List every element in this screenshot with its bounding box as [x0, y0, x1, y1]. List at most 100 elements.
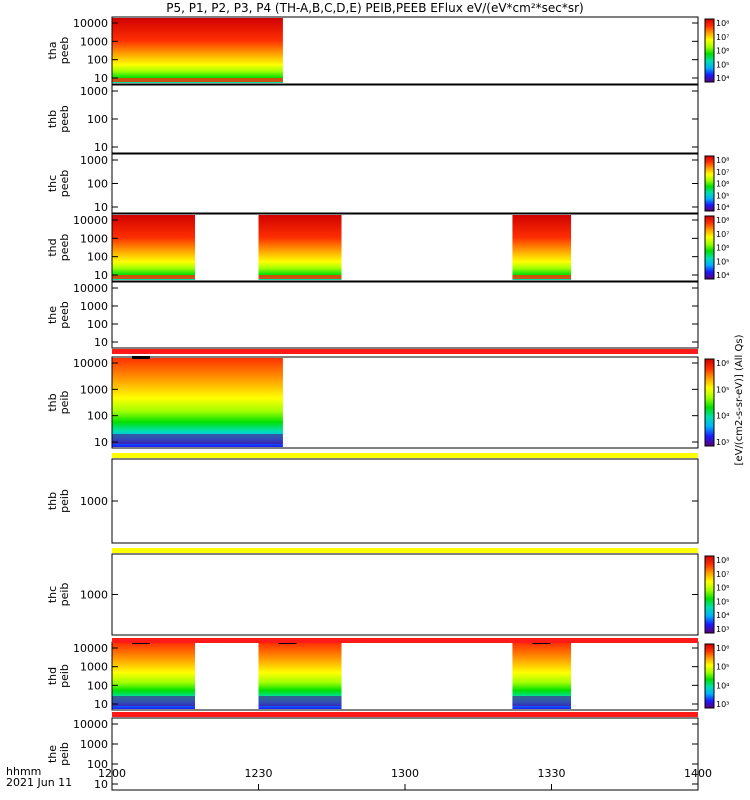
- data-block: [512, 215, 572, 280]
- panel-frame: [111, 356, 699, 449]
- x-tick-label: 1300: [391, 767, 419, 780]
- y-tick-label: 1000: [80, 661, 108, 674]
- data-block-band: [258, 275, 342, 279]
- colorbar-tick-label: 10⁷: [716, 230, 729, 239]
- panel-thb-peeb: 10 100 1000 thb peeb: [46, 84, 699, 154]
- y-tick-label: 1000: [80, 383, 108, 396]
- colorbar-tick-label: 10⁷: [716, 33, 729, 42]
- colorbar-tick-label: 10⁸: [716, 19, 729, 28]
- y-tick-label: 100: [87, 679, 108, 692]
- y-tick-label: 100: [87, 113, 108, 126]
- time-axis-label: hhmm: [6, 765, 42, 778]
- panel-frame: [111, 553, 699, 636]
- colorbar: [704, 643, 715, 709]
- panel-frame: [111, 458, 699, 544]
- y-tick-label: 10000: [73, 642, 108, 655]
- y-axis-label: thc peib: [46, 583, 71, 607]
- y-tick-label: 1000: [80, 35, 108, 48]
- svg-text:thc: thc: [46, 175, 59, 192]
- colorbar-tick-label: 10⁵: [716, 257, 729, 266]
- data-block-band: [112, 434, 283, 444]
- panel-frame: [111, 84, 699, 154]
- y-tick-label: 10000: [73, 17, 108, 30]
- y-tick-label: 10: [94, 778, 108, 791]
- y-tick-label: 10: [94, 336, 108, 349]
- y-tick-label: 1000: [80, 589, 108, 602]
- data-block: [112, 215, 196, 280]
- colorbar: [704, 358, 715, 447]
- colorbar: [704, 555, 715, 634]
- colorbar-tick-label: 10⁵: [716, 597, 729, 606]
- y-tick-label: 10: [94, 72, 108, 85]
- y-tick-label: 10000: [73, 357, 108, 370]
- colorbar-tick-label: 10⁶: [716, 584, 729, 593]
- svg-text:[eV/(cm2-s-sr-eV)] (All Qs): [eV/(cm2-s-sr-eV)] (All Qs): [734, 334, 745, 465]
- chart-title: P5, P1, P2, P3, P4 (TH-A,B,C,D,E) PEIB,P…: [166, 1, 584, 15]
- y-axis-label: tha peeb: [46, 37, 71, 65]
- colorbar-tick-label: 10⁴: [716, 611, 729, 620]
- gap-bar: [112, 638, 698, 643]
- y-tick-label: 100: [87, 251, 108, 264]
- svg-text:peeb: peeb: [58, 234, 71, 262]
- colorbar-tick-label: 10⁵: [716, 385, 729, 394]
- y-tick-label: 100: [87, 318, 108, 331]
- colorbar-tick-label: 10⁶: [716, 359, 729, 368]
- colorbar-tick-label: 10⁸: [716, 216, 729, 225]
- y-tick-label: 10: [94, 141, 108, 154]
- panel-thb-peib: 10 100 1000 10000 thb peib 10⁶ 10⁵ 10⁴ 10³: [46, 356, 729, 449]
- y-tick-label: 10: [94, 201, 108, 214]
- svg-text:thb: thb: [46, 492, 59, 510]
- colorbar: [704, 215, 715, 280]
- svg-text:thc: thc: [46, 586, 59, 603]
- y-tick-label: 10000: [73, 214, 108, 227]
- y-axis-label: thb peib: [46, 489, 71, 513]
- colorbar-tick-label: 10⁶: [716, 244, 729, 253]
- y-tick-label: 1000: [80, 738, 108, 751]
- colorbar-tick-label: 10⁴: [716, 203, 729, 212]
- panel-frame: [111, 641, 699, 711]
- y-tick-label: 1000: [80, 154, 108, 167]
- date-label: 2021 Jun 11: [6, 776, 73, 789]
- y-tick-label: 1000: [80, 85, 108, 98]
- data-block-band: [258, 696, 342, 706]
- y-axis-label: thd peib: [46, 664, 71, 688]
- y-tick-label: 100: [87, 178, 108, 191]
- svg-text:thb: thb: [46, 393, 59, 411]
- colorbar-tick-label: 10⁵: [716, 663, 729, 672]
- panel-frame: [111, 16, 699, 85]
- gap-bar: [112, 349, 698, 354]
- y-tick-label: 10: [94, 698, 108, 711]
- colorbar-tick-label: 10⁴: [716, 681, 729, 690]
- y-tick-label: 1000: [80, 495, 108, 508]
- colorbar-tick-label: 10⁷: [716, 168, 729, 177]
- y-tick-label: 10: [94, 269, 108, 282]
- panel-frame: [111, 213, 699, 282]
- colorbar-tick-label: 10⁴: [716, 412, 729, 421]
- colorbar-tick-label: 10⁸: [716, 156, 729, 165]
- svg-text:peib: peib: [58, 583, 71, 607]
- y-tick-label: 100: [87, 410, 108, 423]
- svg-text:peeb: peeb: [58, 170, 71, 198]
- svg-text:peeb: peeb: [58, 301, 71, 329]
- svg-text:peib: peib: [58, 391, 71, 415]
- svg-text:thd: thd: [46, 238, 59, 256]
- colorbar: [704, 18, 715, 83]
- x-tick-label: 1330: [538, 767, 566, 780]
- data-block-band: [112, 275, 196, 279]
- svg-text:peeb: peeb: [58, 37, 71, 65]
- y-tick-label: 1000: [80, 300, 108, 313]
- colorbar-tick-label: 10³: [716, 625, 729, 634]
- svg-text:the: the: [46, 306, 59, 324]
- gap-bar: [112, 548, 698, 553]
- data-block: [258, 215, 342, 280]
- panel-frame: [111, 281, 699, 349]
- panel-thc-peeb: 10 100 1000 thc peeb 10⁸ 10⁷ 10⁶ 10⁵ 10⁴: [46, 153, 729, 214]
- y-axis-label: thd peeb: [46, 234, 71, 262]
- colorbar-side-label: [eV/(cm2-s-sr-eV)] (All Qs): [734, 334, 745, 465]
